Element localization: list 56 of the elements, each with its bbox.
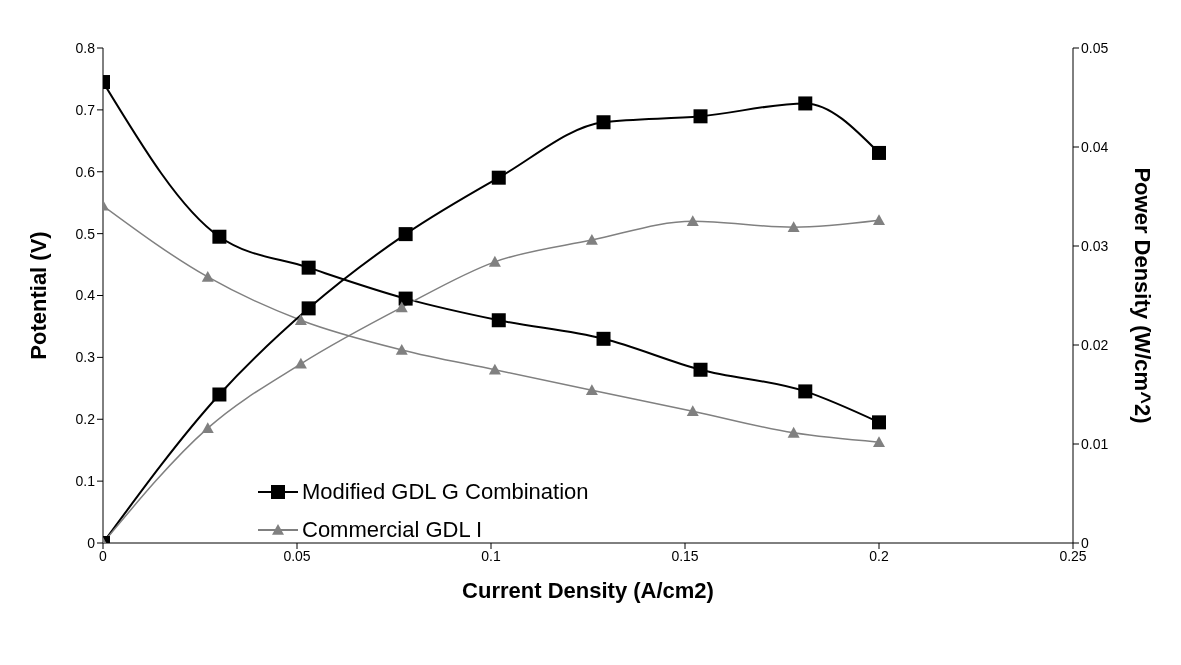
y-axis-title: Potential (V) xyxy=(25,231,51,360)
y-tick-label: 0 xyxy=(87,534,96,551)
point xyxy=(873,436,885,447)
point xyxy=(201,422,214,433)
y-tick-label: 0.7 xyxy=(75,101,96,118)
point xyxy=(798,384,813,399)
x-tick-label: 0 xyxy=(99,547,108,564)
point xyxy=(398,291,413,306)
x-axis-title: Current Density (A/cm2) xyxy=(462,578,714,603)
legend-label: Modified GDL G Combination xyxy=(302,478,589,506)
y-tick-label: 0.8 xyxy=(75,39,96,56)
point xyxy=(488,255,501,267)
point xyxy=(488,363,501,375)
y2-tick-label: 0.02 xyxy=(1081,336,1109,353)
x-tick-label: 0.05 xyxy=(283,547,311,564)
y2-axis-title: Power Density (W/cm^2) xyxy=(1130,167,1156,424)
point xyxy=(212,229,227,244)
point xyxy=(491,170,506,185)
point xyxy=(491,313,506,328)
point xyxy=(585,234,598,245)
y2-tick-label: 0.01 xyxy=(1081,435,1109,452)
point xyxy=(686,215,699,227)
y2-tick-label: 0.05 xyxy=(1081,39,1109,56)
point xyxy=(693,362,708,377)
y-tick-label: 0.3 xyxy=(75,349,96,366)
point xyxy=(693,109,708,124)
point xyxy=(872,415,886,430)
point xyxy=(686,405,699,417)
y-tick-label: 0.4 xyxy=(75,287,96,304)
x-tick-label: 0.15 xyxy=(671,547,699,564)
point xyxy=(398,227,413,242)
x-tick-label: 0.1 xyxy=(481,547,501,564)
point xyxy=(201,270,214,282)
point xyxy=(596,331,611,346)
y-tick-label: 0.6 xyxy=(75,163,96,180)
legend-label: Commercial GDL I xyxy=(302,516,483,544)
y2-tick-label: 0.04 xyxy=(1081,138,1109,155)
point xyxy=(873,214,885,226)
point xyxy=(395,301,408,313)
point xyxy=(787,426,800,438)
y-tick-label: 0.1 xyxy=(75,473,96,490)
point xyxy=(596,115,611,130)
point xyxy=(294,357,307,369)
point xyxy=(585,384,598,395)
point xyxy=(301,260,316,275)
point xyxy=(798,96,813,111)
point xyxy=(787,221,800,232)
point xyxy=(395,343,408,355)
y2-tick-label: 0.03 xyxy=(1081,237,1109,254)
point xyxy=(294,314,307,326)
y-tick-label: 0.2 xyxy=(75,411,96,428)
point xyxy=(212,387,227,402)
y-tick-label: 0.5 xyxy=(75,225,96,242)
point xyxy=(301,301,316,316)
x-tick-label: 0.2 xyxy=(869,547,889,564)
point xyxy=(872,145,886,160)
